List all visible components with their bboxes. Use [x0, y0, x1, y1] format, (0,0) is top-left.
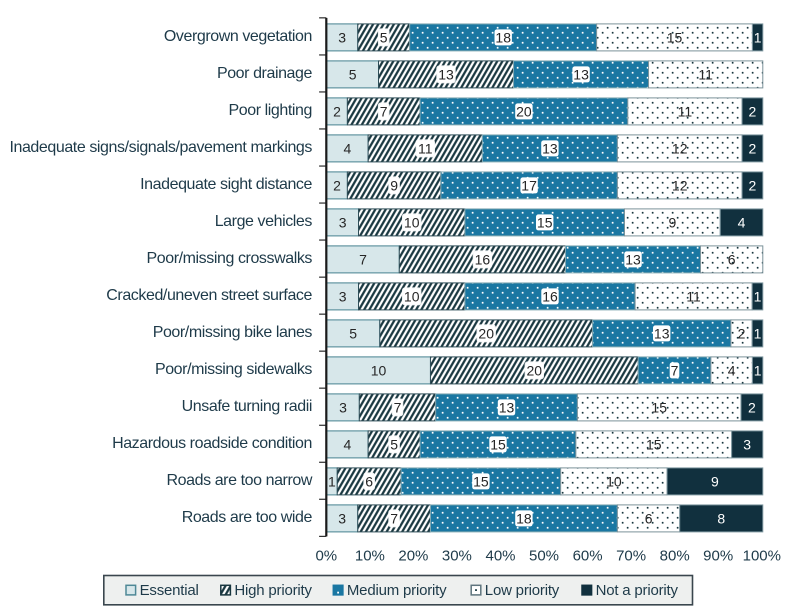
svg-text:9: 9 [390, 177, 398, 193]
svg-text:1: 1 [328, 473, 336, 489]
svg-text:7: 7 [394, 399, 402, 415]
svg-text:15: 15 [490, 436, 506, 452]
svg-text:6: 6 [728, 251, 736, 267]
svg-text:4: 4 [344, 140, 352, 156]
svg-text:Inadequate signs/signals/pavem: Inadequate signs/signals/pavement markin… [9, 139, 312, 156]
svg-text:30%: 30% [442, 548, 472, 565]
svg-text:17: 17 [521, 177, 537, 193]
svg-text:15: 15 [651, 399, 667, 415]
svg-text:Overgrown vegetation: Overgrown vegetation [164, 28, 312, 45]
svg-text:2: 2 [333, 103, 341, 119]
svg-text:13: 13 [654, 325, 670, 341]
svg-text:15: 15 [473, 473, 489, 489]
svg-text:15: 15 [667, 29, 683, 45]
svg-text:10: 10 [606, 473, 622, 489]
svg-text:16: 16 [475, 251, 491, 267]
svg-text:6: 6 [365, 473, 373, 489]
svg-text:7: 7 [380, 103, 388, 119]
svg-text:Roads are too narrow: Roads are too narrow [167, 472, 313, 489]
svg-text:2: 2 [333, 177, 341, 193]
svg-text:3: 3 [339, 214, 347, 230]
svg-text:Poor/missing crosswalks: Poor/missing crosswalks [147, 250, 313, 267]
svg-text:Inadequate sight distance: Inadequate sight distance [140, 176, 312, 193]
svg-text:6: 6 [645, 510, 653, 526]
svg-text:7: 7 [359, 251, 367, 267]
svg-text:1: 1 [754, 288, 762, 304]
svg-text:13: 13 [573, 66, 589, 82]
svg-text:40%: 40% [485, 548, 515, 565]
svg-text:3: 3 [339, 288, 347, 304]
svg-text:3: 3 [338, 29, 346, 45]
svg-text:High priority: High priority [234, 582, 312, 599]
svg-text:70%: 70% [616, 548, 646, 565]
svg-text:Cracked/uneven street surface: Cracked/uneven street surface [106, 287, 312, 304]
svg-text:8: 8 [717, 510, 725, 526]
svg-text:10: 10 [404, 288, 420, 304]
svg-text:12: 12 [672, 177, 688, 193]
svg-text:1: 1 [754, 325, 762, 341]
svg-text:60%: 60% [573, 548, 603, 565]
svg-text:13: 13 [438, 66, 454, 82]
svg-text:1: 1 [754, 362, 762, 378]
svg-text:3: 3 [339, 399, 347, 415]
svg-text:Roads are too wide: Roads are too wide [182, 509, 313, 526]
svg-text:11: 11 [678, 103, 693, 119]
svg-text:20: 20 [516, 103, 532, 119]
svg-text:Not a priority: Not a priority [596, 582, 679, 599]
svg-text:50%: 50% [529, 548, 559, 565]
svg-text:10: 10 [371, 362, 387, 378]
svg-text:Poor/missing sidewalks: Poor/missing sidewalks [155, 361, 312, 378]
svg-text:7: 7 [671, 362, 679, 378]
svg-text:3: 3 [338, 510, 346, 526]
svg-text:2: 2 [749, 177, 757, 193]
svg-text:13: 13 [625, 251, 641, 267]
svg-text:11: 11 [418, 140, 433, 156]
svg-text:10%: 10% [355, 548, 385, 565]
svg-text:15: 15 [537, 214, 553, 230]
svg-text:20: 20 [478, 325, 494, 341]
svg-text:Poor drainage: Poor drainage [217, 65, 313, 82]
svg-text:9: 9 [711, 473, 719, 489]
svg-text:Unsafe turning radii: Unsafe turning radii [182, 398, 312, 415]
svg-text:1: 1 [754, 29, 762, 45]
svg-text:2: 2 [748, 399, 756, 415]
svg-text:Poor/missing bike lanes: Poor/missing bike lanes [153, 324, 313, 341]
svg-text:3: 3 [743, 436, 751, 452]
svg-text:7: 7 [390, 510, 398, 526]
svg-text:Large vehicles: Large vehicles [215, 213, 313, 230]
svg-text:0%: 0% [315, 548, 337, 565]
svg-text:18: 18 [495, 29, 511, 45]
svg-text:5: 5 [349, 325, 357, 341]
svg-text:Low priority: Low priority [485, 582, 560, 599]
svg-text:10: 10 [404, 214, 420, 230]
svg-text:100%: 100% [743, 548, 781, 565]
svg-text:2: 2 [749, 103, 757, 119]
svg-text:5: 5 [390, 436, 398, 452]
svg-text:13: 13 [499, 399, 515, 415]
svg-text:Medium priority: Medium priority [347, 582, 447, 599]
svg-text:Essential: Essential [140, 582, 199, 599]
svg-text:Poor lighting: Poor lighting [229, 102, 313, 119]
svg-text:2: 2 [738, 325, 746, 341]
svg-text:4: 4 [728, 362, 736, 378]
svg-text:5: 5 [349, 66, 357, 82]
svg-text:4: 4 [738, 214, 746, 230]
svg-text:18: 18 [516, 510, 532, 526]
svg-text:20%: 20% [398, 548, 428, 565]
svg-text:20: 20 [527, 362, 543, 378]
svg-text:Hazardous roadside condition: Hazardous roadside condition [112, 435, 312, 452]
svg-text:5: 5 [380, 29, 388, 45]
svg-text:4: 4 [344, 436, 352, 452]
svg-text:2: 2 [749, 140, 757, 156]
svg-text:80%: 80% [660, 548, 690, 565]
svg-text:13: 13 [542, 140, 558, 156]
svg-text:12: 12 [672, 140, 688, 156]
svg-text:16: 16 [542, 288, 558, 304]
svg-text:11: 11 [686, 288, 701, 304]
svg-text:90%: 90% [703, 548, 733, 565]
svg-text:15: 15 [646, 436, 662, 452]
svg-text:11: 11 [698, 66, 713, 82]
svg-text:9: 9 [669, 214, 677, 230]
